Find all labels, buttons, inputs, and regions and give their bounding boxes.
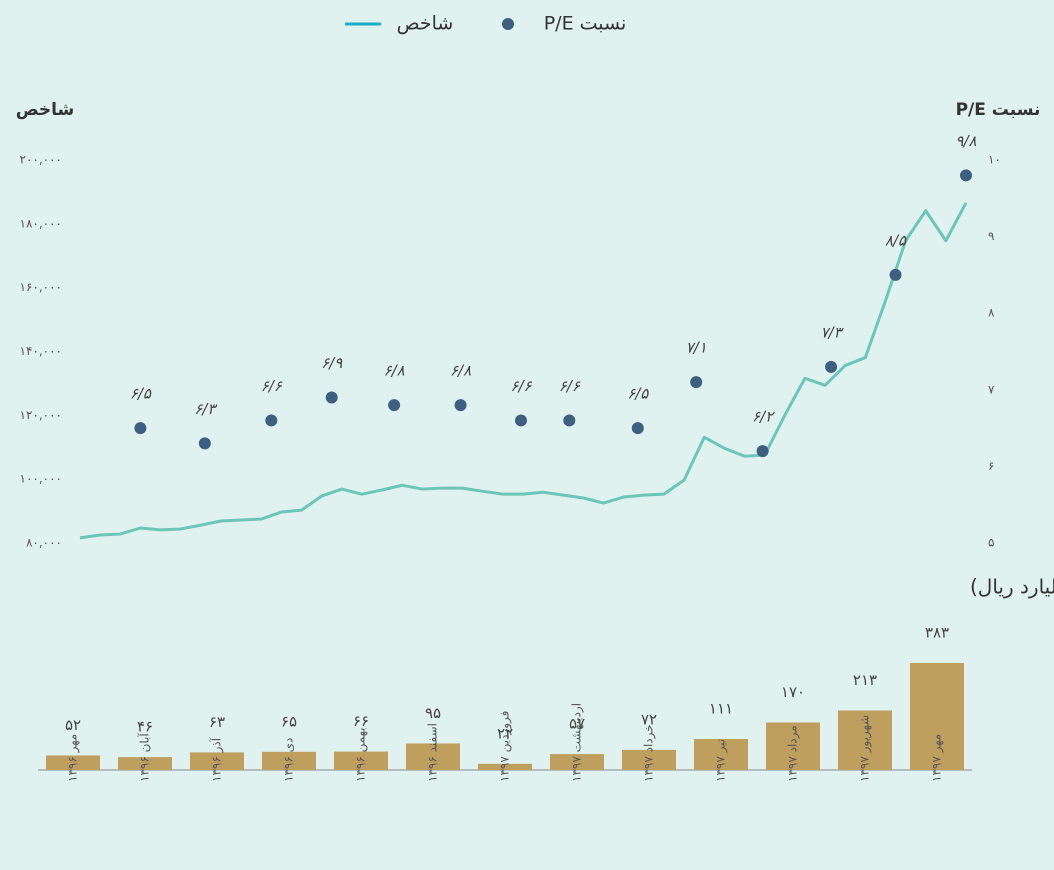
bar-value-label: ۵۲ — [65, 716, 81, 734]
y-tick-label: ۸۰,۰۰۰ — [26, 536, 62, 550]
bar-value-label: ۹۵ — [425, 704, 441, 722]
bar — [406, 743, 460, 770]
bar-value-label: ۲۲ — [497, 724, 513, 742]
legend-swatch — [502, 18, 514, 30]
bar — [838, 710, 892, 770]
y-tick-label: ۲۰۰,۰۰۰ — [20, 153, 63, 167]
bar-value-label: ۴۶ — [137, 718, 153, 736]
bar-chart-title: ارزش معاملات ماهانه (هزار میلیارد ریال) — [970, 575, 1054, 599]
pe-point — [690, 376, 703, 389]
pe-point — [756, 445, 769, 458]
x-tick-label: آذر ۱۳۹۶ — [209, 737, 225, 782]
y2-tick-label: ۸ — [988, 306, 995, 320]
x-tick-label: مهر ۱۳۹۷ — [930, 734, 945, 782]
pe-point — [198, 437, 211, 450]
bar — [118, 757, 172, 770]
pe-point — [563, 414, 576, 427]
x-tick-label: شهریور ۱۳۹۷ — [858, 715, 873, 782]
bar-value-label: ۲۱۳ — [853, 671, 877, 689]
bar — [262, 751, 316, 770]
x-tick-label: مرداد ۱۳۹۷ — [786, 725, 801, 782]
x-tick-label: دی ۱۳۹۶ — [282, 738, 296, 782]
pe-label: ۷/۳ — [821, 323, 845, 341]
pe-point — [631, 422, 644, 435]
x-tick-label: اسفند ۱۳۹۶ — [426, 723, 440, 782]
bar-value-label: ۱۱۱ — [709, 699, 733, 717]
pe-point — [388, 399, 401, 412]
x-tick-label: اردیبهشت ۱۳۹۷ — [570, 703, 585, 782]
bar-value-label: ۶۶ — [353, 712, 369, 730]
y-tick-label: ۱۶۰,۰۰۰ — [20, 280, 63, 294]
y-axis-title: شاخص — [16, 100, 75, 120]
y-tick-label: ۱۰۰,۰۰۰ — [20, 472, 63, 486]
pe-label: ۶/۸ — [384, 362, 405, 380]
pe-label: ۶/۹ — [321, 354, 343, 372]
pe-point — [325, 391, 338, 404]
pe-label: ۶/۵ — [627, 385, 649, 403]
x-tick-label: خرداد ۱۳۹۷ — [642, 724, 657, 782]
pe-label: ۷/۱ — [686, 339, 707, 357]
bar — [766, 722, 820, 770]
pe-label: ۹/۸ — [955, 132, 976, 150]
bar — [622, 749, 676, 770]
pe-label: ۶/۳ — [194, 400, 218, 418]
bar-value-label: ۵۷ — [569, 715, 585, 733]
pe-label: ۶/۶ — [261, 377, 283, 395]
pe-label: ۶/۲ — [752, 408, 775, 426]
bar — [46, 755, 100, 770]
bar — [478, 763, 532, 770]
legend-label: نسبت P/E — [544, 13, 627, 35]
bar — [190, 752, 244, 770]
pe-point — [889, 268, 902, 281]
pe-point — [825, 360, 838, 373]
y-tick-label: ۱۴۰,۰۰۰ — [20, 344, 63, 358]
pe-point — [134, 422, 147, 435]
pe-point — [265, 414, 278, 427]
y2-tick-label: ۵ — [988, 536, 994, 550]
bar — [550, 754, 604, 770]
y2-axis-title: نسبت P/E — [956, 100, 1041, 120]
pe-label: ۶/۶ — [559, 377, 581, 395]
y2-tick-label: ۶ — [988, 459, 994, 473]
y2-tick-label: ۹ — [988, 229, 994, 243]
y-tick-label: ۱۲۰,۰۰۰ — [20, 408, 63, 422]
pe-point — [514, 414, 527, 427]
x-tick-label: بهمن ۱۳۹۶ — [354, 727, 369, 782]
x-tick-label: آبان ۱۳۹۶ — [137, 733, 152, 782]
bar-value-label: ۶۳ — [209, 713, 225, 731]
pe-label: ۸/۵ — [885, 231, 907, 249]
pe-point — [960, 169, 972, 182]
bar-value-label: ۶۵ — [281, 712, 297, 730]
bar-value-label: ۱۷۰ — [781, 683, 805, 701]
legend-label: شاخص — [397, 13, 454, 35]
pe-point — [454, 399, 467, 412]
y2-tick-label: ۱۰ — [988, 153, 1001, 167]
pe-label: ۶/۵ — [130, 385, 152, 403]
bar — [694, 738, 748, 770]
x-tick-label: فروردین ۱۳۹۷ — [498, 711, 513, 782]
bar-value-label: ۳۸۳ — [925, 624, 949, 642]
x-tick-label: تیر ۱۳۹۷ — [714, 739, 729, 782]
y2-tick-label: ۷ — [988, 382, 995, 396]
pe-label: ۶/۶ — [510, 377, 532, 395]
pe-label: ۶/۸ — [450, 362, 471, 380]
bar — [334, 751, 388, 770]
bar-value-label: ۷۲ — [641, 710, 657, 728]
bar — [910, 663, 964, 770]
index-line — [79, 202, 968, 540]
y-tick-label: ۱۸۰,۰۰۰ — [20, 216, 63, 230]
x-tick-label: مهر ۱۳۹۶ — [66, 734, 81, 782]
